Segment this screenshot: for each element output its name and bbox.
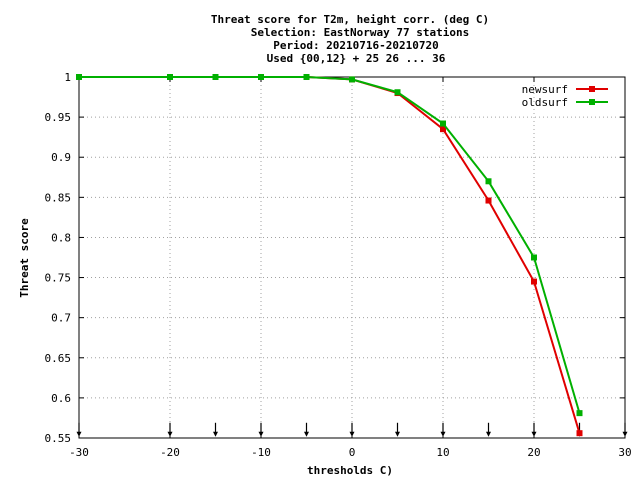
legend-marker-oldsurf [589, 99, 595, 105]
series-point-oldsurf [303, 74, 310, 80]
y-tick-label: 0.9 [51, 151, 71, 164]
y-axis-ticks: 0.55 0.6 0.65 0.7 0.75 0.8 0.85 0.9 0.95 1 [45, 71, 625, 445]
title-line-3: Period: 20210716-20210720 [273, 39, 439, 52]
legend-label-oldsurf: oldsurf [522, 96, 568, 109]
threshold-arrow-head [76, 431, 82, 437]
series-point-oldsurf [349, 76, 355, 83]
threshold-arrow-head [258, 431, 264, 437]
series-point-newsurf [531, 278, 537, 285]
title-line-2: Selection: EastNorway 77 stations [251, 26, 470, 39]
y-tick-label: 0.55 [45, 432, 72, 445]
threshold-arrows [76, 422, 628, 437]
threshold-arrow-head [167, 431, 173, 437]
y-tick-label: 0.7 [51, 312, 71, 325]
x-tick-label: -20 [160, 446, 180, 459]
x-tick-label: 10 [436, 446, 449, 459]
legend-label-newsurf: newsurf [522, 83, 568, 96]
series-point-oldsurf [485, 178, 492, 185]
series-line-newsurf [79, 76, 581, 434]
series-line-oldsurf [79, 76, 581, 414]
series-point-oldsurf [394, 89, 401, 96]
x-tick-label: 30 [618, 446, 631, 459]
series-point-oldsurf [576, 410, 583, 417]
series-layer [76, 74, 583, 437]
series-point-oldsurf [76, 74, 82, 80]
y-axis-label: Threat score [18, 218, 31, 298]
title-line-4: Used {00,12} + 25 26 ... 36 [267, 52, 446, 65]
x-tick-label: -10 [251, 446, 271, 459]
threshold-arrow-head [440, 431, 446, 437]
y-tick-label: 0.95 [45, 111, 72, 124]
series-point-oldsurf [167, 74, 173, 80]
series-point-newsurf [440, 126, 446, 133]
threshold-arrow-head [622, 431, 628, 437]
x-tick-label: 0 [349, 446, 356, 459]
series-point-newsurf [485, 197, 492, 204]
threshold-arrow-head [486, 431, 491, 437]
threshold-arrow-head [213, 431, 218, 437]
series-point-oldsurf [531, 254, 537, 261]
x-axis-label: thresholds C) [307, 464, 393, 477]
threshold-arrow-head [304, 431, 309, 437]
y-tick-label: 0.85 [45, 191, 72, 204]
series-point-oldsurf [440, 120, 446, 127]
y-tick-label: 0.6 [51, 392, 71, 405]
threshold-arrow-head [531, 431, 537, 437]
y-tick-label: 0.8 [51, 231, 71, 244]
series-point-oldsurf [258, 74, 264, 80]
title-line-1: Threat score for T2m, height corr. (deg … [211, 13, 489, 26]
y-tick-label: 1 [64, 71, 71, 84]
y-tick-label: 0.75 [45, 272, 72, 285]
series-point-oldsurf [212, 74, 219, 80]
grid [79, 77, 625, 438]
x-tick-label: 20 [527, 446, 540, 459]
y-tick-label: 0.65 [45, 352, 72, 365]
series-point-newsurf [576, 430, 583, 437]
x-axis-ticks: -30 -20 -10 0 10 20 30 [69, 77, 632, 459]
chart-title: Threat score for T2m, height corr. (deg … [211, 13, 489, 65]
threshold-arrow-head [349, 431, 355, 437]
x-tick-label: -30 [69, 446, 89, 459]
legend-marker-newsurf [589, 86, 595, 92]
threshold-arrow-head [395, 431, 400, 437]
